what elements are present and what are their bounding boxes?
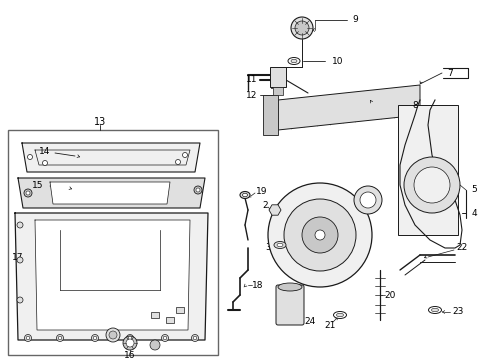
Circle shape bbox=[193, 336, 196, 340]
Text: 16: 16 bbox=[124, 351, 136, 360]
Circle shape bbox=[24, 334, 31, 342]
Bar bbox=[263, 95, 278, 135]
Circle shape bbox=[294, 21, 308, 35]
Circle shape bbox=[93, 336, 97, 340]
Circle shape bbox=[27, 154, 32, 159]
Text: 24: 24 bbox=[304, 318, 315, 327]
Text: 8: 8 bbox=[411, 100, 417, 109]
Polygon shape bbox=[15, 213, 207, 340]
FancyBboxPatch shape bbox=[275, 285, 304, 325]
Circle shape bbox=[413, 167, 449, 203]
Polygon shape bbox=[18, 178, 204, 208]
Bar bbox=[269, 67, 285, 87]
Ellipse shape bbox=[427, 306, 441, 314]
Circle shape bbox=[191, 334, 198, 342]
Circle shape bbox=[150, 340, 160, 350]
Circle shape bbox=[182, 153, 187, 158]
Polygon shape bbox=[50, 182, 170, 204]
Polygon shape bbox=[278, 85, 419, 130]
Text: 12: 12 bbox=[246, 90, 257, 99]
Circle shape bbox=[175, 159, 180, 165]
Circle shape bbox=[24, 189, 32, 197]
Text: 21: 21 bbox=[324, 320, 335, 329]
Circle shape bbox=[126, 339, 134, 347]
Ellipse shape bbox=[278, 283, 302, 291]
Text: 23: 23 bbox=[451, 307, 463, 316]
Circle shape bbox=[353, 186, 381, 214]
Circle shape bbox=[58, 336, 61, 340]
Circle shape bbox=[302, 217, 337, 253]
Text: 10: 10 bbox=[331, 57, 343, 66]
Circle shape bbox=[109, 331, 117, 339]
Circle shape bbox=[128, 336, 132, 340]
Circle shape bbox=[42, 161, 47, 166]
Circle shape bbox=[403, 157, 459, 213]
Bar bbox=[8, 130, 218, 355]
Text: 7: 7 bbox=[446, 68, 452, 77]
Bar bbox=[176, 307, 183, 313]
Polygon shape bbox=[35, 220, 190, 330]
Circle shape bbox=[106, 328, 120, 342]
Text: 17: 17 bbox=[12, 253, 24, 262]
Text: 14: 14 bbox=[39, 148, 51, 157]
Ellipse shape bbox=[336, 313, 343, 317]
Text: 9: 9 bbox=[351, 15, 357, 24]
Ellipse shape bbox=[242, 193, 247, 197]
Circle shape bbox=[163, 336, 166, 340]
Circle shape bbox=[196, 188, 200, 192]
Text: 4: 4 bbox=[470, 208, 476, 217]
Circle shape bbox=[91, 334, 98, 342]
Circle shape bbox=[284, 199, 355, 271]
Circle shape bbox=[290, 17, 312, 39]
Text: 22: 22 bbox=[455, 243, 467, 252]
Circle shape bbox=[194, 186, 202, 194]
Ellipse shape bbox=[333, 311, 346, 319]
Circle shape bbox=[161, 334, 168, 342]
Text: 2: 2 bbox=[262, 201, 267, 210]
Ellipse shape bbox=[430, 308, 438, 312]
Bar bbox=[151, 312, 159, 318]
Bar bbox=[272, 87, 283, 95]
Polygon shape bbox=[22, 143, 200, 172]
Circle shape bbox=[17, 222, 23, 228]
Text: 15: 15 bbox=[32, 180, 43, 189]
Bar bbox=[165, 317, 174, 323]
Text: 1: 1 bbox=[311, 213, 317, 222]
Ellipse shape bbox=[287, 58, 299, 64]
Circle shape bbox=[126, 334, 133, 342]
Text: 20: 20 bbox=[384, 291, 395, 300]
Text: 13: 13 bbox=[94, 117, 106, 127]
Text: 5: 5 bbox=[470, 185, 476, 194]
Bar bbox=[397, 105, 457, 235]
Text: 6: 6 bbox=[358, 208, 364, 217]
Text: 3: 3 bbox=[264, 243, 270, 252]
Circle shape bbox=[26, 336, 30, 340]
Circle shape bbox=[26, 191, 30, 195]
Ellipse shape bbox=[290, 59, 296, 63]
Text: 19: 19 bbox=[256, 188, 267, 197]
Text: 11: 11 bbox=[246, 76, 257, 85]
Circle shape bbox=[17, 297, 23, 303]
Ellipse shape bbox=[240, 192, 249, 198]
Circle shape bbox=[123, 336, 137, 350]
Circle shape bbox=[314, 230, 325, 240]
Circle shape bbox=[57, 334, 63, 342]
Ellipse shape bbox=[276, 243, 283, 247]
Circle shape bbox=[267, 183, 371, 287]
Text: 18: 18 bbox=[252, 280, 263, 289]
Circle shape bbox=[359, 192, 375, 208]
Ellipse shape bbox=[273, 242, 285, 248]
Circle shape bbox=[17, 257, 23, 263]
